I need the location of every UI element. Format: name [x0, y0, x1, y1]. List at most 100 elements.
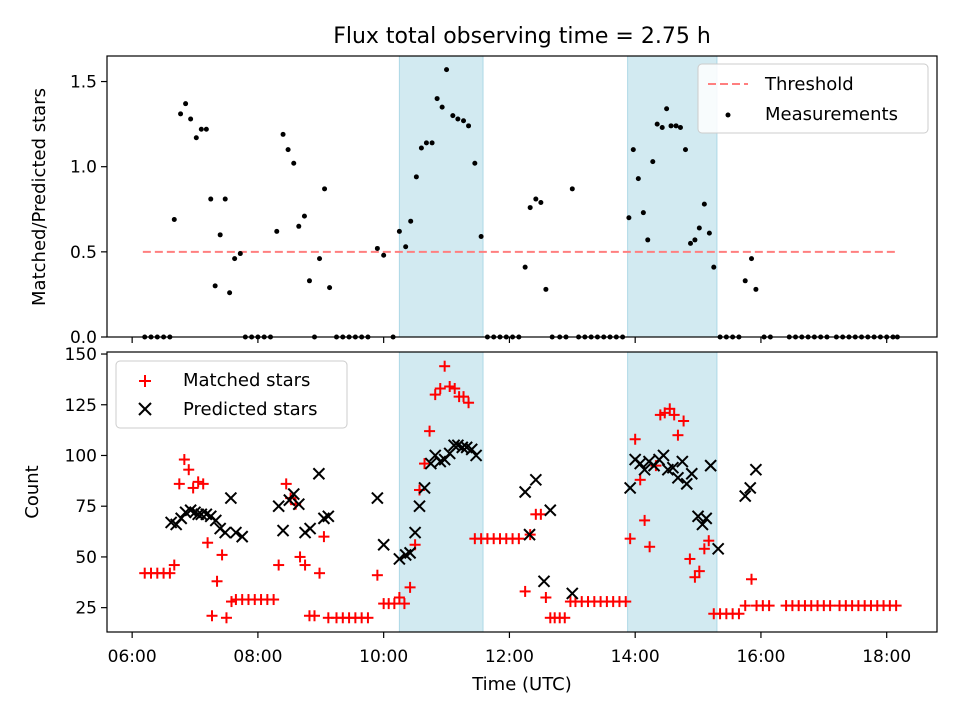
measurement-point	[403, 244, 409, 250]
y-tick-label: 25	[75, 599, 97, 619]
y-tick-label: 150	[65, 345, 97, 365]
figure-title: Flux total observing time = 2.75 h	[333, 24, 711, 49]
predicted-star-point	[566, 587, 579, 600]
predicted-star-point	[666, 461, 680, 474]
measurement-point	[193, 135, 199, 141]
matched-star-point	[644, 541, 656, 553]
matched-star-point	[371, 569, 383, 581]
measurement-point	[654, 121, 660, 127]
panel-top: 0.0 0.5 1.0 1.5 Matched/Predicted stars Thr…	[29, 55, 938, 348]
top-y-ticks: 0.0 0.5 1.0 1.5	[70, 73, 107, 348]
predicted-star-point	[657, 449, 670, 462]
matched-star-point	[463, 397, 475, 409]
y-tick-label: 1.0	[70, 158, 97, 178]
top-x-ticks	[131, 337, 888, 343]
matched-star-point	[294, 551, 306, 563]
top-axes-frame	[106, 55, 938, 338]
predicted-star-point	[537, 575, 551, 588]
measurement-point	[183, 101, 189, 107]
measurement-point	[413, 174, 419, 180]
predicted-star-point	[283, 493, 296, 507]
measurement-point	[711, 264, 717, 270]
legend-threshold-label: Threshold	[764, 74, 854, 95]
measurement-point	[188, 116, 194, 122]
measurement-point	[322, 186, 328, 192]
measurement-point	[472, 160, 478, 166]
matched-star-point	[309, 610, 320, 622]
measurement-point	[203, 126, 209, 132]
measurement-point	[569, 186, 575, 192]
matched-star-point	[429, 389, 441, 401]
measurement-point	[701, 201, 707, 207]
matched-star-point	[197, 478, 209, 490]
measurement-point	[645, 237, 651, 243]
matched-star-point	[684, 553, 696, 565]
measurement-point	[408, 218, 414, 224]
measurement-point	[198, 126, 204, 132]
matched-star-point	[890, 600, 902, 612]
matched-star-point	[206, 610, 218, 622]
matched-star-point	[398, 598, 410, 610]
predicted-star-point	[638, 463, 651, 476]
matched-star-point	[540, 592, 552, 604]
measurement-point	[291, 160, 297, 166]
predicted-star-point	[749, 463, 763, 476]
predicted-star-point	[403, 546, 417, 560]
measurement-point	[522, 264, 528, 270]
predicted-star-point	[292, 497, 305, 511]
y-tick-label: 125	[65, 396, 97, 416]
matched-star-point	[624, 533, 636, 545]
predicted-star-point	[523, 528, 536, 541]
predicted-star-point	[696, 518, 709, 531]
shaded-span	[398, 55, 484, 338]
matched-star-point	[513, 533, 525, 545]
measurement-point	[237, 251, 243, 257]
measurement-point	[640, 210, 646, 216]
predicted-star-point	[700, 512, 713, 525]
measurement-point	[171, 216, 177, 222]
matched-star-point	[183, 464, 195, 476]
matched-star-point	[178, 454, 190, 466]
measurement-point	[450, 113, 456, 119]
predicted-star-point	[322, 510, 335, 523]
measurement-point	[381, 252, 387, 258]
y-tick-label: 1.5	[70, 73, 97, 93]
predicted-star-point	[623, 481, 637, 495]
measurement-point	[285, 147, 291, 153]
matched-star-point	[388, 598, 400, 610]
measurement-point	[327, 285, 333, 291]
measurement-point	[178, 111, 184, 117]
matched-star-point	[268, 594, 280, 606]
bottom-x-ticks: 06:00 08:00 10:00 12:00 14:00 16:00 18:00	[108, 632, 911, 667]
matched-star-point	[559, 612, 571, 624]
matched-star-point	[393, 592, 405, 604]
measurement-point	[222, 196, 228, 202]
measurement-point	[418, 145, 424, 151]
matched-star-point	[664, 403, 676, 415]
matched-star-point	[173, 478, 185, 490]
measurement-point	[423, 140, 429, 146]
predicted-star-point	[544, 504, 557, 517]
predicted-star-point	[272, 499, 285, 513]
measurement-point	[630, 147, 636, 153]
measurement-point	[688, 240, 694, 246]
predicted-star-point	[744, 481, 757, 495]
x-tick-label: 08:00	[233, 647, 282, 667]
matched-star-point	[519, 585, 531, 597]
measurement-point	[527, 205, 533, 211]
measurement-point	[466, 123, 472, 129]
matched-star-point	[192, 476, 204, 488]
measurement-point	[706, 230, 712, 236]
measurement-point	[227, 290, 233, 296]
predicted-star-point	[312, 467, 326, 480]
measurement-point	[461, 118, 467, 124]
predicted-star-point	[209, 514, 222, 527]
matched-star-point	[678, 415, 690, 427]
measurement-point	[439, 104, 445, 110]
measurement-point	[429, 140, 435, 146]
matched-star-point	[362, 612, 374, 624]
measurement-point	[455, 116, 461, 122]
legend-measurements-label: Measurements	[765, 104, 898, 125]
matched-star-point	[424, 425, 436, 437]
predicted-stars-points	[164, 439, 763, 600]
